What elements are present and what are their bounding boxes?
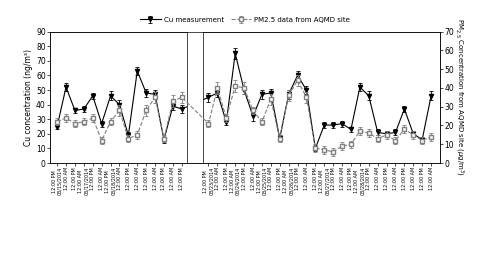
Legend: Cu measurement, PM2.5 data from AQMD site: Cu measurement, PM2.5 data from AQMD sit… xyxy=(137,14,353,26)
Y-axis label: Cu concentration (ng/m³): Cu concentration (ng/m³) xyxy=(24,49,34,146)
Y-axis label: PM$_{2.5}$ Concentration from AQMD site ($\mu$g/m$^3$): PM$_{2.5}$ Concentration from AQMD site … xyxy=(452,18,465,176)
Bar xyxy=(187,32,203,163)
